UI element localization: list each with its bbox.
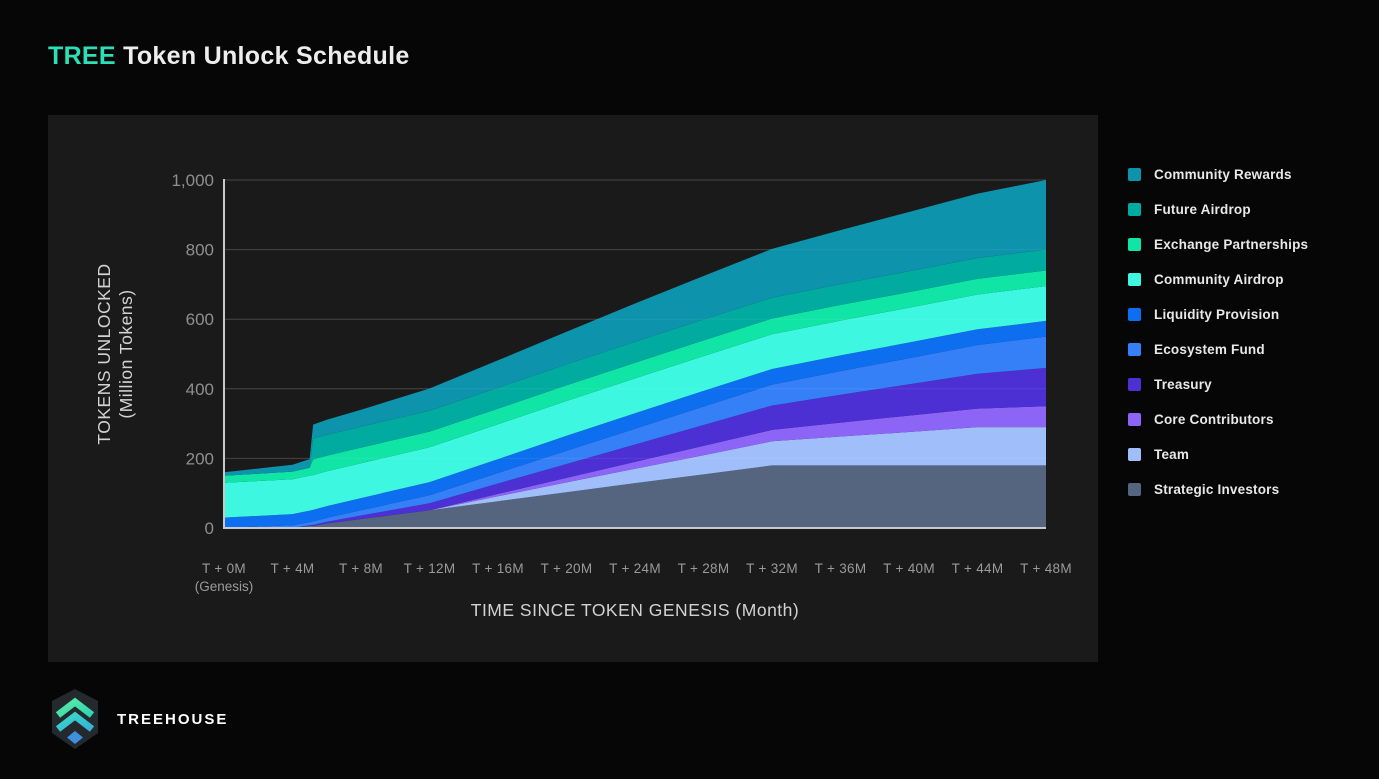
logo-diamond: [67, 731, 83, 744]
y-tick-label: 0: [205, 519, 214, 538]
legend-swatch: [1128, 343, 1141, 356]
page-title-highlight: TREE: [48, 42, 116, 70]
legend-label: Strategic Investors: [1154, 482, 1280, 497]
area-treasury: [224, 367, 1046, 528]
treehouse-logo-icon: [52, 689, 98, 749]
area-exchange-partnerships: [224, 270, 1046, 483]
legend-item: Treasury: [1128, 377, 1368, 392]
legend-swatch: [1128, 378, 1141, 391]
x-axis-title: TIME SINCE TOKEN GENESIS (Month): [471, 600, 799, 620]
legend-item: Core Contributors: [1128, 412, 1368, 427]
x-tick-label: T + 0M: [202, 561, 246, 576]
y-tick-label: 200: [186, 449, 214, 468]
x-tick-label: T + 24M: [609, 561, 661, 576]
legend-swatch: [1128, 203, 1141, 216]
chart-legend: Community Rewards Future Airdrop Exchange …: [1128, 167, 1368, 518]
legend-item: Liquidity Provision: [1128, 307, 1368, 322]
legend-item: Ecosystem Fund: [1128, 342, 1368, 357]
x-tick-label: T + 44M: [952, 561, 1004, 576]
legend-label: Core Contributors: [1154, 412, 1274, 427]
y-tick-label: 600: [186, 310, 214, 329]
area-ecosystem-fund: [224, 336, 1046, 528]
page-title: TREE Token Unlock Schedule: [48, 42, 410, 71]
y-tick-labels: 0 200 400 600 800 1,000: [171, 171, 214, 538]
stacked-areas: [224, 180, 1046, 528]
legend-label: Treasury: [1154, 377, 1212, 392]
area-community-rewards: [224, 180, 1046, 476]
legend-item: Team: [1128, 447, 1368, 462]
brand-name: TREEHOUSE: [117, 710, 229, 728]
token-unlock-area-chart: 0 200 400 600 800 1,000 T + 0M (Genesis) T + 4M…: [94, 171, 1072, 620]
legend-item: Community Rewards: [1128, 167, 1368, 182]
legend-label: Future Airdrop: [1154, 202, 1251, 217]
legend-item: Strategic Investors: [1128, 482, 1368, 497]
area-community-airdrop: [224, 286, 1046, 518]
page-title-rest: Token Unlock Schedule: [115, 42, 410, 70]
y-tick-label: 400: [186, 380, 214, 399]
x-tick-label: T + 48M: [1020, 561, 1072, 576]
x-tick-label: T + 36M: [815, 561, 867, 576]
legend-label: Community Airdrop: [1154, 272, 1284, 287]
gridline-overlay: [224, 179, 1046, 459]
axis-lines: [223, 179, 1046, 529]
x-tick-label: T + 8M: [339, 561, 383, 576]
area-core-contributors: [224, 406, 1046, 528]
legend-label: Exchange Partnerships: [1154, 237, 1309, 252]
y-axis-title-line2: (Million Tokens): [116, 289, 136, 418]
logo-chevron-middle: [55, 711, 95, 732]
legend-swatch: [1128, 483, 1141, 496]
y-tick-label: 1,000: [171, 171, 214, 190]
legend-swatch: [1128, 168, 1141, 181]
x-tick-label: T + 16M: [472, 561, 524, 576]
x-tick-labels: T + 0M (Genesis) T + 4M T + 8M T + 12M T + 16…: [195, 561, 1072, 594]
y-tick-label: 800: [186, 241, 214, 260]
chart-panel: 0 200 400 600 800 1,000 T + 0M (Genesis) T + 4M…: [48, 115, 1098, 662]
legend-swatch: [1128, 273, 1141, 286]
brand-footer: TREEHOUSE: [46, 688, 228, 750]
legend-item: Exchange Partnerships: [1128, 237, 1368, 252]
legend-item: Community Airdrop: [1128, 272, 1368, 287]
x-tick-label: T + 4M: [271, 561, 315, 576]
legend-label: Team: [1154, 447, 1190, 462]
legend-swatch: [1128, 308, 1141, 321]
x-tick-label: T + 12M: [404, 561, 456, 576]
x-tick-label: T + 28M: [678, 561, 730, 576]
x-tick-label: T + 40M: [883, 561, 935, 576]
area-liquidity-provision: [224, 320, 1046, 528]
x-tick-sublabel: (Genesis): [195, 579, 254, 594]
legend-label: Ecosystem Fund: [1154, 342, 1265, 357]
area-strategic-investors: [224, 465, 1046, 528]
legend-swatch: [1128, 238, 1141, 251]
legend-swatch: [1128, 448, 1141, 461]
y-axis-title-line1: TOKENS UNLOCKED: [94, 263, 114, 444]
legend-label: Liquidity Provision: [1154, 307, 1280, 322]
legend-item: Future Airdrop: [1128, 202, 1368, 217]
area-team: [224, 427, 1046, 528]
legend-label: Community Rewards: [1154, 167, 1292, 182]
logo-chevron-top: [55, 697, 95, 718]
x-tick-label: T + 32M: [746, 561, 798, 576]
legend-swatch: [1128, 413, 1141, 426]
x-tick-label: T + 20M: [541, 561, 593, 576]
